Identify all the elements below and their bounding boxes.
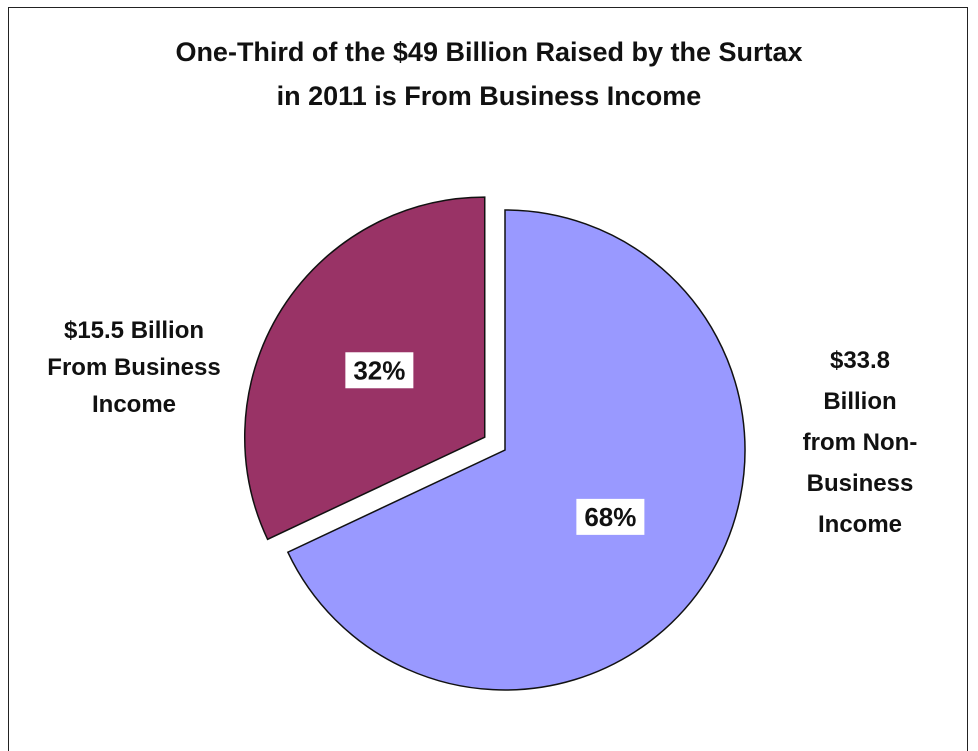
- pct-label-background-non-business: [576, 498, 645, 535]
- slice-label-business: $15.5 Billion From Business Income: [0, 312, 268, 423]
- chart-title-line-2: in 2011 is From Business Income: [276, 81, 702, 111]
- slice-label-non-business-line-3: from Non-: [802, 429, 918, 456]
- slice-label-non-business-line-5: Income: [817, 511, 903, 538]
- slice-label-non-business-line-1: $33.8: [829, 347, 891, 374]
- pct-label-non-business: 68%: [584, 502, 636, 532]
- slice-label-non-business: $33.8 Billion from Non- Business Income: [760, 340, 960, 545]
- slice-label-non-business-line-4: Business: [806, 470, 914, 497]
- slice-label-non-business-line-2: Billion: [823, 388, 897, 415]
- pct-label-background-business: [345, 352, 414, 389]
- slice-label-business-line-3: Income: [91, 391, 177, 418]
- slice-label-business-line-2: From Business: [47, 354, 221, 381]
- chart-title-line-1: One-Third of the $49 Billion Raised by t…: [175, 37, 803, 67]
- pie-slice-non-business-income: [286, 209, 746, 691]
- pct-label-business: 32%: [353, 355, 405, 385]
- slice-label-business-line-1: $15.5 Billion: [63, 317, 205, 344]
- chart-title: One-Third of the $49 Billion Raised by t…: [0, 30, 978, 118]
